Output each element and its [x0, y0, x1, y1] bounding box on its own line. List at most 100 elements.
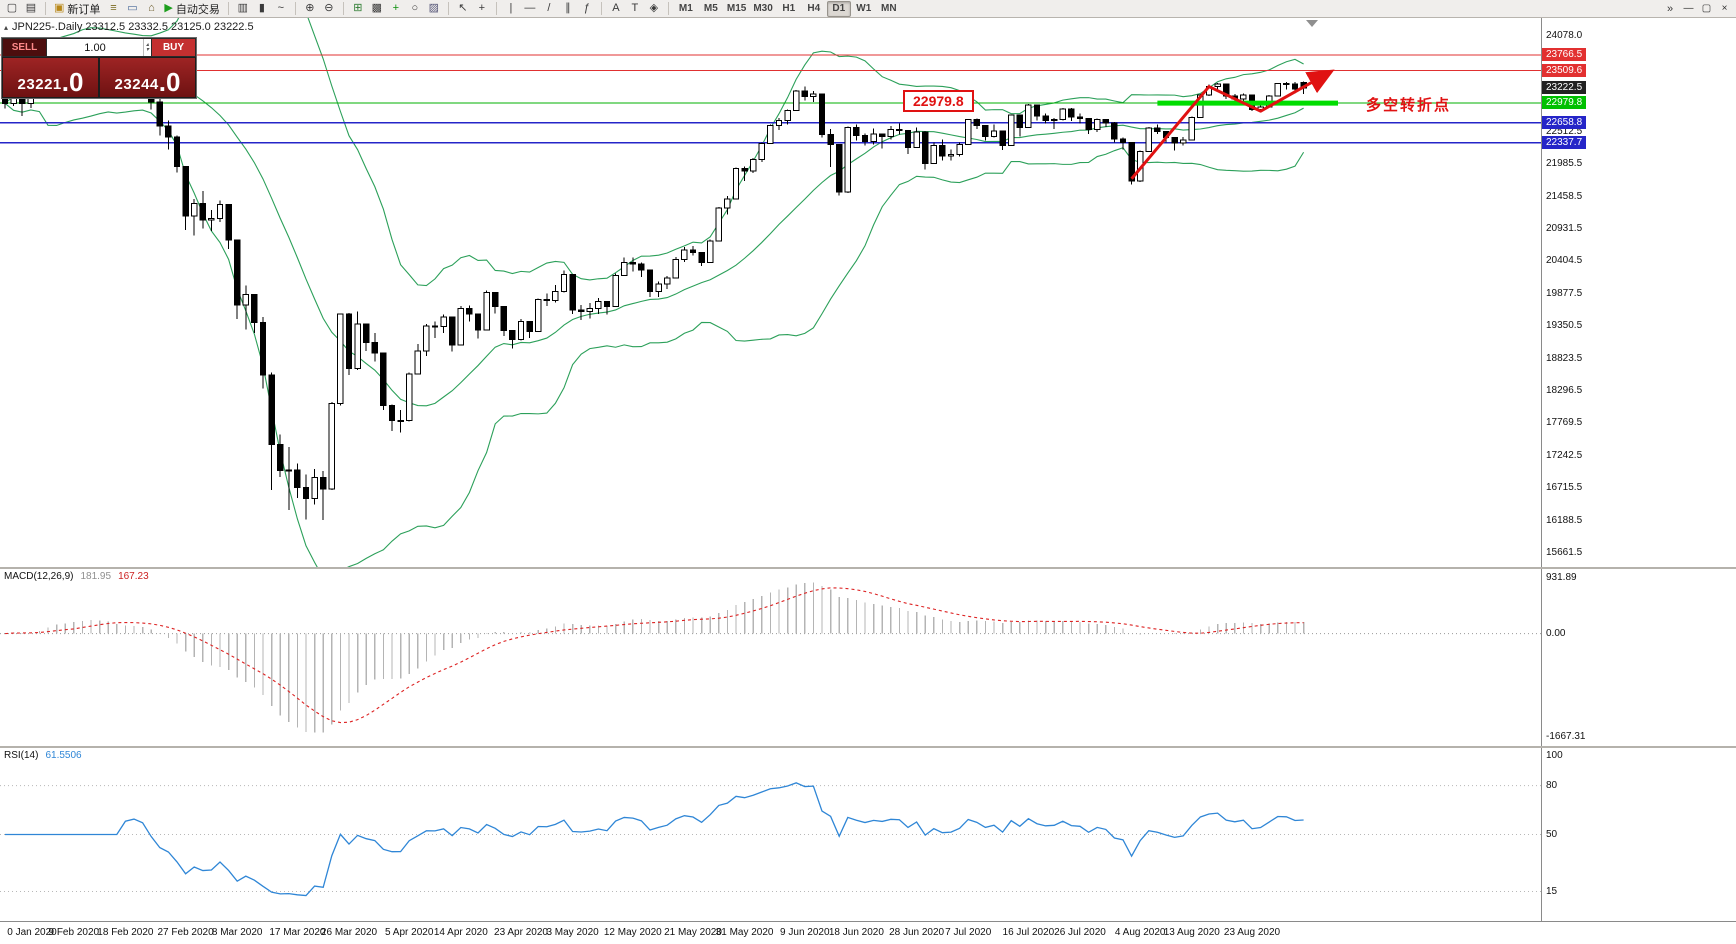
bar-chart-icon[interactable]: ▥	[234, 1, 252, 17]
timeframe-m30[interactable]: M30	[753, 3, 773, 14]
text-icon[interactable]: A	[607, 1, 625, 17]
autotrading-button-label: 自动交易	[175, 3, 220, 16]
rsi-panel[interactable]: RSI(14) 61.5506	[0, 748, 1736, 921]
autotrading-button[interactable]: ▶ 自动交易	[161, 1, 222, 17]
window-restore-button[interactable]: ▢	[1701, 3, 1712, 14]
cascade-windows-icon[interactable]: ▩	[368, 1, 386, 17]
macd-signal-line	[4, 587, 1304, 724]
price-axis-label: 21985.5	[1546, 158, 1583, 170]
channel-icon[interactable]: ∥	[559, 1, 577, 17]
price-axis-label: 20931.5	[1546, 223, 1583, 235]
price-callout-box[interactable]: 22979.8	[903, 90, 974, 112]
time-axis-label: 26 Mar 2020	[320, 927, 378, 938]
navigator-icon: ⌂	[148, 2, 155, 14]
channel-icon: ∥	[565, 2, 571, 14]
timeframe-h4[interactable]: H4	[807, 3, 821, 14]
lot-spinner[interactable]: ▴ ▾	[142, 39, 151, 56]
turning-point-note[interactable]: 多空转折点	[1366, 97, 1452, 114]
time-axis-label: 9 Feb 2020	[48, 927, 100, 938]
trend-arrow[interactable]	[1130, 69, 1335, 180]
vertical-line-icon[interactable]: |	[502, 1, 520, 17]
tile-windows-icon[interactable]: ⊞	[349, 1, 367, 17]
toolbar: ▢ ▤ ▣ 新订单 ≡ ▭ ⌂ ▶ 自动交易 ▥ ▮ ~ ⊕ ⊖ ⊞ ▩ + ○ ▨ ↖ + | — / ∥ ƒ A T ◈ M1 M5 M1…	[0, 0, 1736, 18]
new-chart-icon[interactable]: ▢	[3, 1, 21, 17]
window-minimize-button[interactable]: —	[1683, 3, 1694, 14]
timeframe-m5[interactable]: M5	[703, 3, 718, 14]
lot-up-arrow[interactable]: ▴	[145, 41, 149, 48]
panel-splitter[interactable]	[0, 746, 1736, 748]
sell-price[interactable]: 23221.0	[2, 57, 99, 98]
chart-shift-marker[interactable]	[1306, 20, 1318, 27]
buy-price-main-digits: 23244	[114, 76, 159, 93]
lot-size-input[interactable]: 1.00 ▴ ▾	[47, 38, 151, 57]
window-close-button[interactable]: ×	[1721, 3, 1728, 14]
timeframe-m15[interactable]: M15	[726, 3, 747, 14]
cascade-windows-icon: ▩	[371, 2, 383, 14]
one-click-collapse-arrow[interactable]: ▴	[4, 22, 9, 32]
time-axis-label: 8 Mar 2020	[211, 927, 263, 938]
price-axis-tag: 22979.8	[1542, 96, 1587, 110]
macd-signal-value: 167.23	[118, 571, 149, 582]
timeframe-h1[interactable]: H1	[782, 3, 796, 14]
rsi-axis-label: 50	[1546, 828, 1558, 840]
navigator-icon[interactable]: ⌂	[142, 1, 160, 17]
price-axis-label: 15661.5	[1546, 547, 1583, 559]
toolbar-separator	[294, 2, 296, 15]
chart-profiles-icon[interactable]: ▤	[22, 1, 40, 17]
buy-button[interactable]: BUY	[151, 38, 196, 57]
horizontal-line-icon[interactable]: —	[521, 1, 539, 17]
data-window-icon[interactable]: ▭	[123, 1, 141, 17]
new-order-button[interactable]: ▣ 新订单	[51, 1, 103, 17]
new-order-button: ▣	[54, 2, 65, 14]
zoom-in-icon[interactable]: ⊕	[301, 1, 319, 17]
candlestick-chart-icon[interactable]: ▮	[253, 1, 271, 17]
timeframe-w1[interactable]: W1	[856, 3, 872, 14]
fibonacci-icon[interactable]: ƒ	[578, 1, 596, 17]
timeframe-d1[interactable]: D1	[826, 0, 851, 17]
cursor-icon: ↖	[458, 2, 468, 14]
price-axis-label: 18296.5	[1546, 385, 1583, 397]
macd-panel[interactable]: MACD(12,26,9) 181.95 167.23	[0, 569, 1736, 746]
periods-icon[interactable]: ○	[406, 1, 424, 17]
time-axis[interactable]: 0 Jan 2020 9 Feb 2020 18 Feb 2020 27 Feb 20…	[0, 921, 1736, 944]
one-click-trading-panel: SELL 1.00 ▴ ▾ BUY 23221.0 23244.0	[2, 38, 196, 98]
text-label-icon[interactable]: T	[626, 1, 644, 17]
buy-price-big-digits: .0	[158, 66, 181, 97]
line-chart-icon: ~	[277, 2, 285, 14]
time-axis-label: 4 Aug 2020	[1114, 927, 1166, 938]
time-axis-label: 21 May 2020	[664, 927, 722, 938]
panel-splitter[interactable]	[0, 567, 1736, 569]
zoom-out-icon: ⊖	[324, 2, 334, 14]
macd-histogram	[12, 582, 1305, 733]
time-axis-label: 27 Feb 2020	[157, 927, 214, 938]
chart-title-row: ▴ JPN225-.Daily 23312.5 23332.5 23125.0 …	[4, 21, 254, 33]
toolbar-separator	[45, 2, 46, 15]
fibonacci-icon: ƒ	[583, 2, 590, 14]
time-axis-label: 23 Apr 2020	[494, 927, 548, 938]
templates-icon: ▨	[428, 2, 440, 14]
line-chart-icon[interactable]: ~	[272, 1, 290, 17]
add-indicator-icon[interactable]: +	[387, 1, 405, 17]
sell-button[interactable]: SELL	[2, 38, 47, 57]
market-watch-icon[interactable]: ≡	[104, 1, 122, 17]
trendline-icon[interactable]: /	[540, 1, 558, 17]
main-chart-panel[interactable]: ▴ JPN225-.Daily 23312.5 23332.5 23125.0 …	[0, 18, 1736, 567]
lot-down-arrow[interactable]: ▾	[145, 46, 149, 53]
toolbar-separator	[447, 2, 449, 15]
toolbar-overflow-icon[interactable]: »	[1666, 2, 1674, 15]
timeframe-mn[interactable]: MN	[881, 3, 897, 14]
lot-size-value[interactable]: 1.00	[84, 41, 106, 54]
shapes-icon[interactable]: ◈	[645, 1, 663, 17]
time-axis-label: 31 May 2020	[715, 927, 774, 938]
time-axis-label: 12 May 2020	[603, 927, 662, 938]
templates-icon[interactable]: ▨	[425, 1, 443, 17]
main-chart-canvas[interactable]	[0, 18, 1541, 567]
rsi-line	[5, 782, 1304, 897]
timeframe-m1[interactable]: M1	[678, 3, 693, 14]
cursor-icon[interactable]: ↖	[454, 1, 472, 17]
zoom-out-icon[interactable]: ⊖	[320, 1, 338, 17]
sell-price-main-digits: 23221	[17, 76, 62, 93]
toolbar-separator	[342, 2, 344, 15]
buy-price[interactable]: 23244.0	[99, 57, 196, 98]
crosshair-icon[interactable]: +	[473, 1, 491, 17]
